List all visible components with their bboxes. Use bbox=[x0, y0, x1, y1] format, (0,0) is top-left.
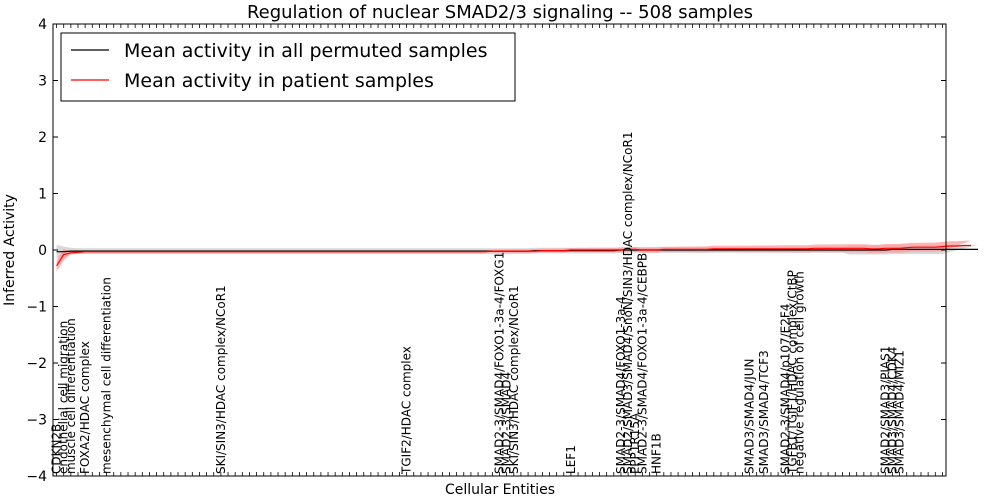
y-tick-label: 2 bbox=[38, 130, 47, 146]
y-tick-label: −1 bbox=[26, 300, 47, 316]
entity-label: SMAD2/SMAD3/SMAD4/SnoN/SIN3/HDAC complex… bbox=[621, 132, 635, 475]
entity-label: SMAD2-3/SMAD4/FOXO1-3a-4/FOXG1 bbox=[493, 252, 507, 474]
y-tick-label: 0 bbox=[38, 243, 47, 259]
y-tick-label: 4 bbox=[38, 17, 47, 33]
entity-label: muscle cell differentiation bbox=[64, 318, 78, 474]
patient-mean-line bbox=[56, 244, 971, 267]
entity-label: mesenchymal cell differentiation bbox=[100, 277, 114, 474]
entity-label: SMAD2/SMAD3/PIAS1 bbox=[878, 346, 892, 474]
chart-title: Regulation of nuclear SMAD2/3 signaling … bbox=[247, 2, 753, 23]
x-axis-label: Cellular Entities bbox=[445, 482, 555, 498]
entity-label: SMAD3/SMAD4/TCF3 bbox=[757, 350, 771, 474]
y-tick-label: 3 bbox=[38, 74, 47, 90]
entity-label: SMAD2-3/SMAD4/FOXO1-3a-4 bbox=[614, 296, 628, 474]
entity-label: FOXA2/HDAC complex bbox=[78, 341, 92, 474]
y-tick-label: −2 bbox=[26, 356, 47, 372]
entity-label: endothelial cell migration bbox=[57, 321, 71, 474]
entity-label: SMAD2-3/SMAD4/p107/E2F4 bbox=[778, 304, 792, 474]
entity-label: LEF1 bbox=[564, 445, 578, 474]
entity-label: SKI/SIN3/HDAC complex/NCoR1 bbox=[214, 285, 228, 474]
y-tick-label: −4 bbox=[26, 469, 47, 485]
entity-label: SMAD3/SMAD4/CDK4 bbox=[885, 347, 899, 474]
entity-label: negative regulation of cell growth bbox=[793, 271, 807, 474]
y-axis-label: Inferred Activity bbox=[2, 194, 18, 306]
entity-label: HNF1B bbox=[650, 433, 664, 474]
entity-label: TGIF2/HDAC complex bbox=[400, 346, 414, 475]
legend: Mean activity in all permuted samples Me… bbox=[60, 32, 516, 102]
entity-label: CDKN2B bbox=[50, 424, 64, 474]
legend-label-permuted: Mean activity in all permuted samples bbox=[124, 40, 487, 62]
entity-label: SMAD3/SMAD4/JUN bbox=[743, 358, 757, 474]
entity-label: SKI/SIN3/HDAC complex/NCoR1 bbox=[507, 285, 521, 474]
legend-label-patient: Mean activity in patient samples bbox=[124, 70, 434, 92]
entity-label: SMAD3/SMAD4/MIZ1 bbox=[893, 350, 907, 474]
y-tick-label: 1 bbox=[38, 187, 47, 203]
entity-label: SMAD2-3/SMAD4/FOXO1-3a-4/CEBPB bbox=[635, 253, 649, 474]
entity-label: SMAD2-3/SMAD4 bbox=[500, 372, 514, 474]
legend-box bbox=[60, 32, 516, 102]
y-tick-label: −3 bbox=[26, 413, 47, 429]
entity-label: TGFB1/TGIF1/HDAC complex/CtBP bbox=[785, 270, 799, 475]
entity-label: PPP1R15A bbox=[628, 412, 642, 474]
patient-band bbox=[56, 240, 972, 272]
